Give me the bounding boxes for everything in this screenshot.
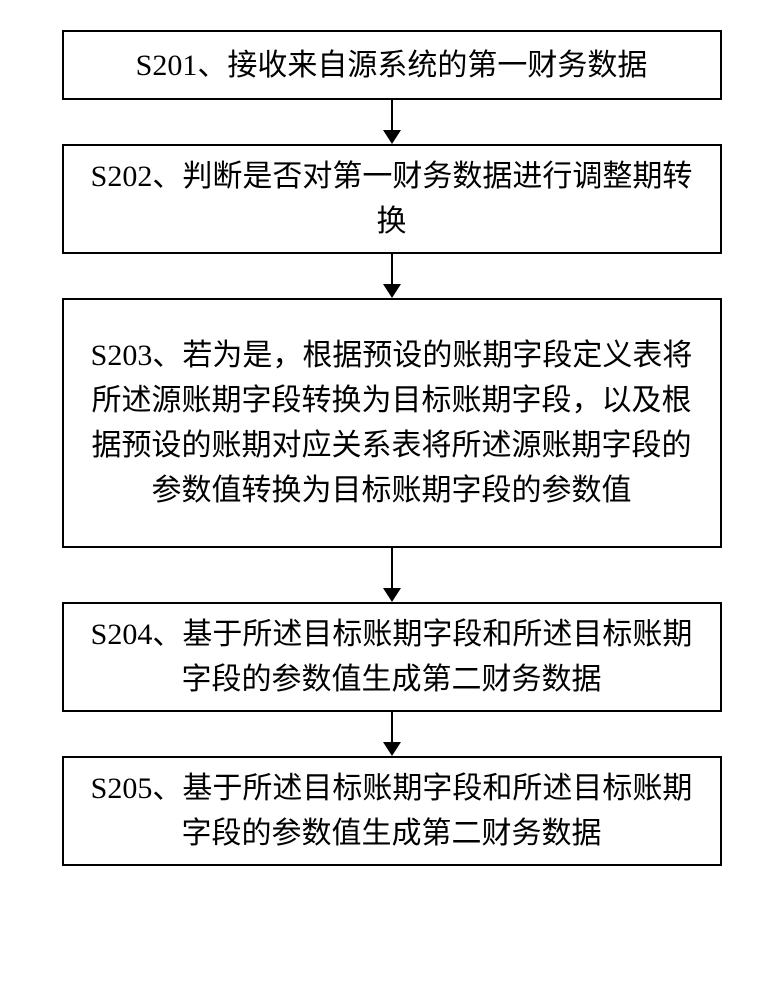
- flow-step-s203: S203、若为是，根据预设的账期字段定义表将所述源账期字段转换为目标账期字段，以…: [62, 298, 722, 548]
- flow-step-s205: S205、基于所述目标账期字段和所述目标账期字段的参数值生成第二财务数据: [62, 756, 722, 866]
- flow-step-text: S201、接收来自源系统的第一财务数据: [136, 43, 648, 88]
- flow-step-s202: S202、判断是否对第一财务数据进行调整期转换: [62, 144, 722, 254]
- flow-step-text: S205、基于所述目标账期字段和所述目标账期字段的参数值生成第二财务数据: [84, 766, 700, 856]
- arrow-down-icon: [383, 548, 401, 602]
- arrow-down-icon: [383, 100, 401, 144]
- flow-step-s204: S204、基于所述目标账期字段和所述目标账期字段的参数值生成第二财务数据: [62, 602, 722, 712]
- arrow-down-icon: [383, 712, 401, 756]
- arrow-down-icon: [383, 254, 401, 298]
- flow-step-text: S203、若为是，根据预设的账期字段定义表将所述源账期字段转换为目标账期字段，以…: [84, 333, 700, 513]
- flow-step-text: S202、判断是否对第一财务数据进行调整期转换: [84, 154, 700, 244]
- flow-step-text: S204、基于所述目标账期字段和所述目标账期字段的参数值生成第二财务数据: [84, 612, 700, 702]
- flow-step-s201: S201、接收来自源系统的第一财务数据: [62, 30, 722, 100]
